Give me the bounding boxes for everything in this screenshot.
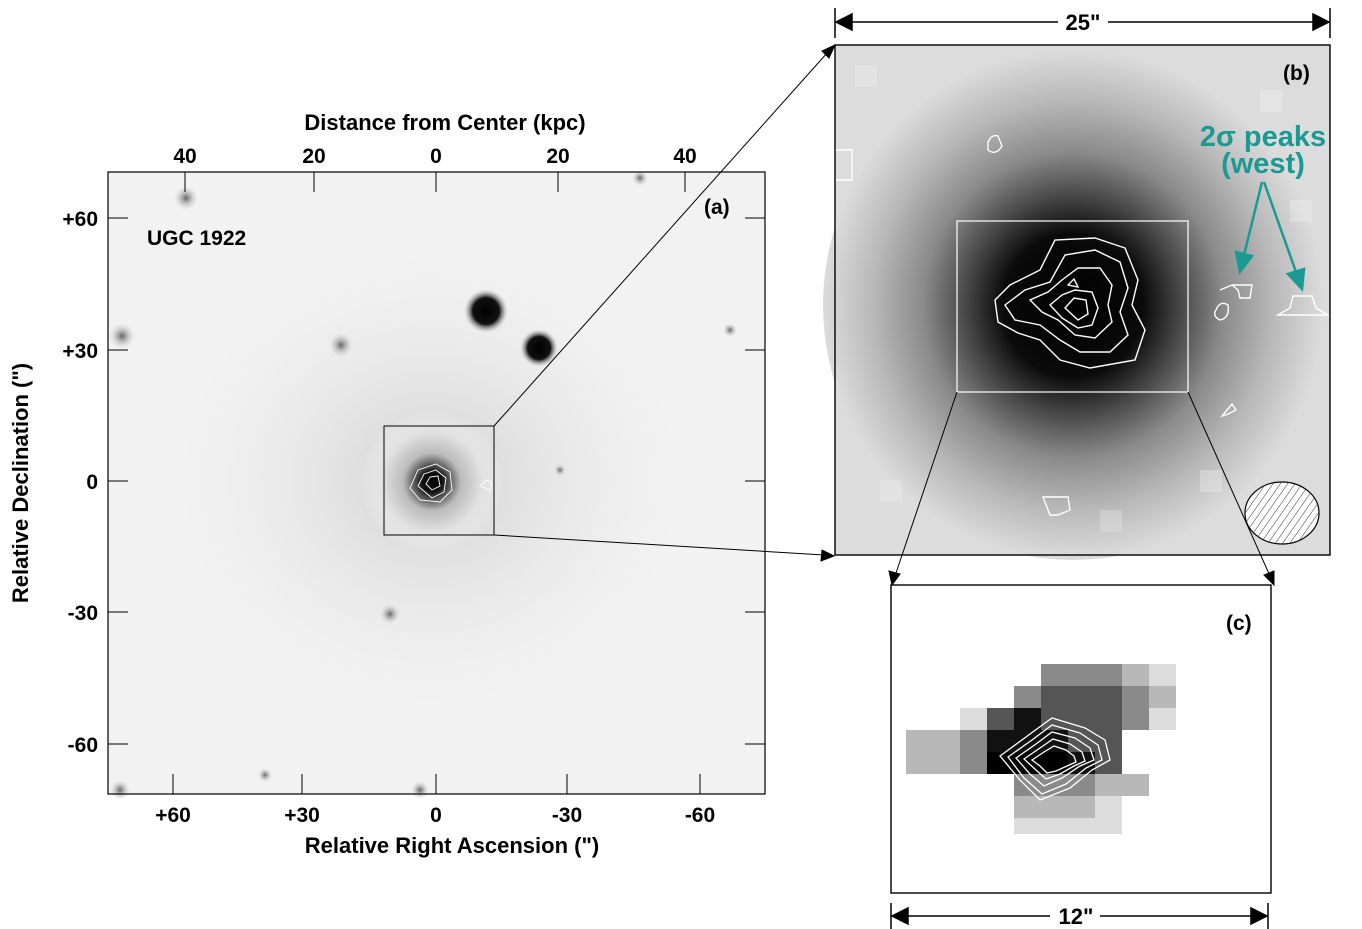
- bottom-tick-label: -30: [552, 804, 582, 827]
- top-tick-label: 0: [430, 145, 442, 168]
- bottom-tick-label: -60: [685, 804, 715, 827]
- galaxy-zoomed: [823, 50, 1323, 560]
- bottom-tick-label: 0: [430, 804, 442, 827]
- star: [723, 323, 737, 337]
- top-tick-label: 40: [673, 145, 696, 168]
- star: [554, 464, 566, 476]
- top-tick-label: 20: [302, 145, 325, 168]
- object-name-label: UGC 1922: [147, 227, 246, 250]
- star: [174, 186, 198, 210]
- top-axis-title: Distance from Center (kpc): [304, 110, 585, 135]
- connector-a-to-b: [493, 43, 837, 562]
- panel-a-label: (a): [704, 196, 730, 219]
- left-axis-title: Relative Declination ("): [8, 363, 33, 603]
- left-tick-label: +30: [62, 340, 98, 363]
- panel-c-contours: [999, 717, 1111, 801]
- star: [632, 170, 648, 186]
- left-tick-label: 0: [86, 471, 98, 494]
- star: [411, 781, 429, 799]
- annotation-arrows: [1234, 181, 1306, 292]
- panel-a-side-ticks: [108, 217, 765, 745]
- panel-b-frame: [834, 44, 1331, 556]
- panel-b: 25" (b) 2σ peaks (west): [823, 8, 1331, 560]
- connector-b-to-c: [888, 391, 1275, 587]
- zoom-region-box: [383, 425, 495, 536]
- scale-bar-25: [834, 8, 1331, 38]
- scale-label-25: 25": [1066, 10, 1101, 35]
- beam-hatch: [1245, 482, 1319, 544]
- panel-c-frame: [890, 584, 1272, 894]
- panel-a: Distance from Center (kpc) 40 20 0 20 40…: [8, 110, 766, 858]
- galaxy-core: [360, 410, 504, 554]
- left-tick-label: -30: [68, 602, 98, 625]
- panel-c-pixels: [906, 664, 1176, 834]
- panel-b-label: (b): [1283, 62, 1310, 85]
- left-tick-label: -60: [68, 734, 98, 757]
- star: [258, 768, 272, 782]
- star: [109, 323, 135, 349]
- scale-label-12: 12": [1059, 904, 1094, 929]
- panel-a-contours: [409, 463, 493, 503]
- pixel-texture: [855, 65, 1312, 532]
- annotation-peaks-line2: (west): [1221, 148, 1305, 180]
- panel-a-bottom-ticks: [172, 774, 701, 794]
- top-tick-label: 40: [173, 145, 196, 168]
- panel-a-top-ticks: [184, 172, 686, 192]
- star: [520, 329, 558, 367]
- bottom-tick-label: +30: [284, 804, 320, 827]
- zoom-region-box-inner: [956, 220, 1189, 393]
- left-tick-label: +60: [62, 208, 98, 231]
- bottom-axis-title: Relative Right Ascension ("): [305, 833, 599, 858]
- star: [110, 780, 130, 800]
- annotation-peaks-line1: 2σ peaks: [1200, 121, 1326, 153]
- top-tick-label: 20: [546, 145, 569, 168]
- panel-c-label: (c): [1226, 612, 1252, 635]
- star: [464, 289, 508, 333]
- panel-c-peak: [1044, 753, 1064, 769]
- panel-c: (c) 12": [890, 584, 1272, 929]
- star: [380, 604, 400, 624]
- star: [329, 333, 353, 357]
- scale-bar-12: [890, 903, 1269, 929]
- bottom-tick-label: +60: [155, 804, 191, 827]
- panel-b-contours: [835, 134, 1331, 516]
